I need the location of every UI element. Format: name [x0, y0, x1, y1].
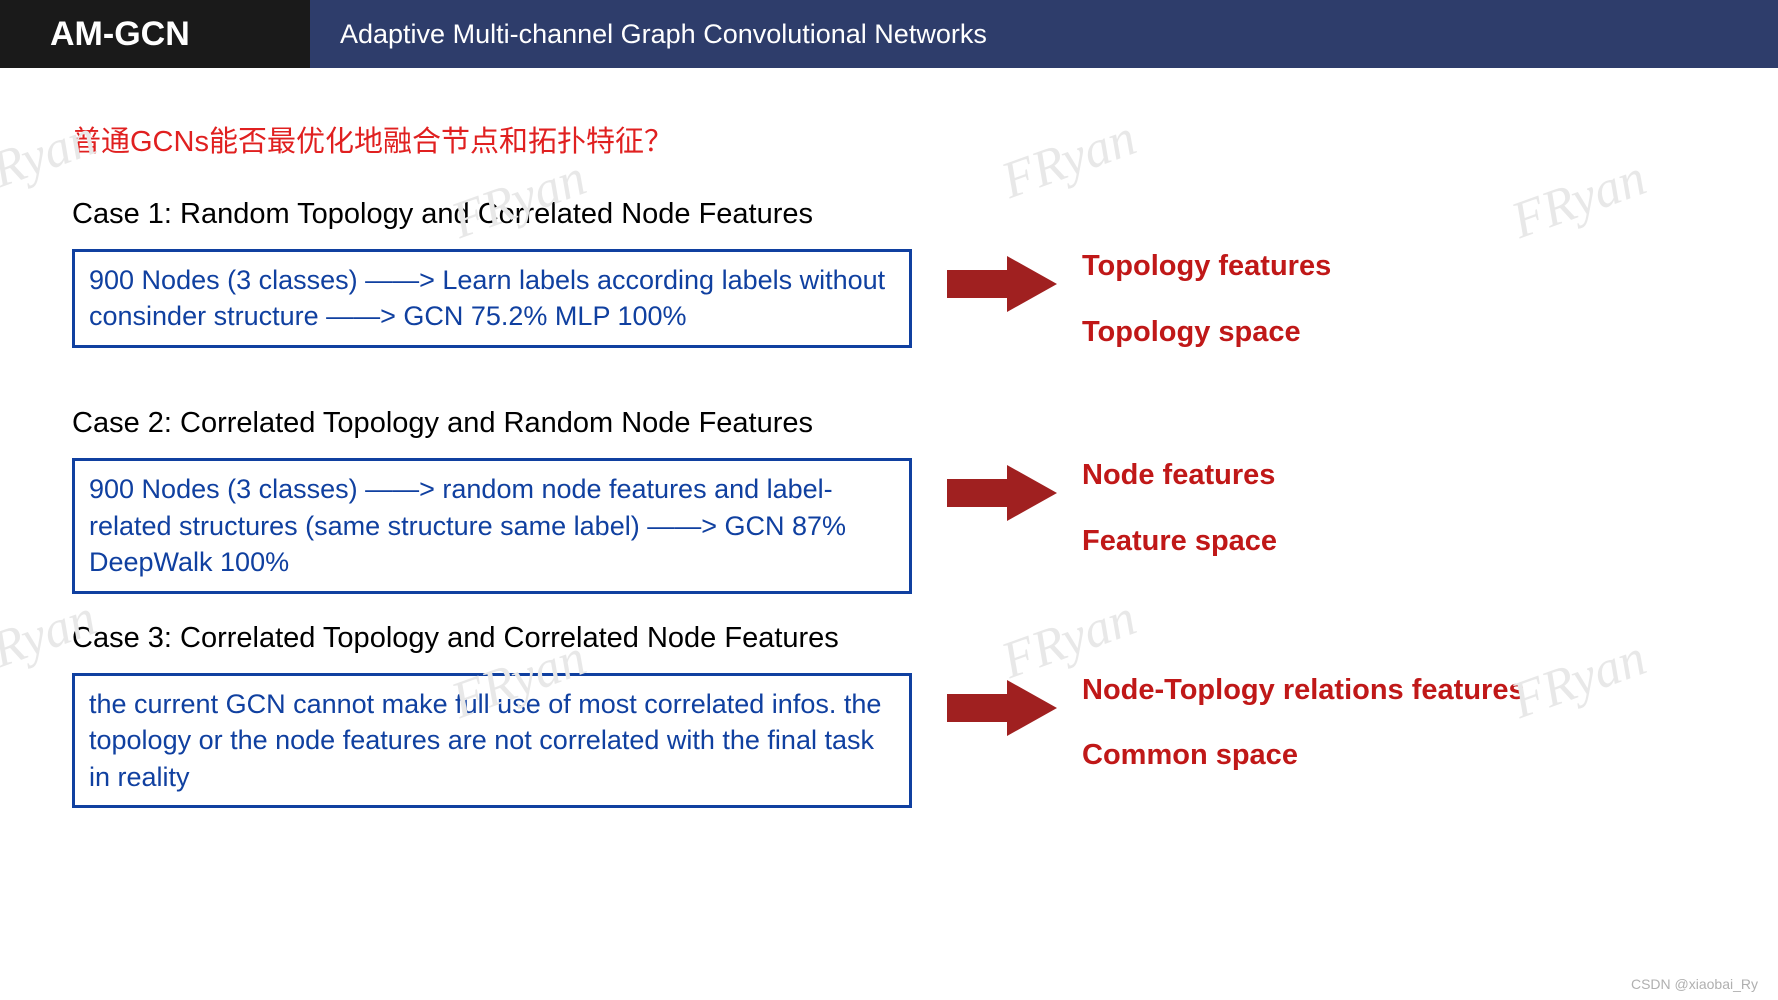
case-title-3: Case 3: Correlated Topology and Correlat…	[72, 622, 922, 655]
subtitle-bar: Adaptive Multi-channel Graph Convolution…	[310, 0, 1778, 68]
arrow-col-3	[922, 622, 1082, 736]
arrow-col-1	[922, 198, 1082, 312]
arrow-col-2	[922, 407, 1082, 521]
footer-attribution: CSDN @xiaobai_Ry	[1631, 976, 1758, 992]
arrow-icon	[947, 256, 1057, 312]
case-row-3: Case 3: Correlated Topology and Correlat…	[72, 622, 1738, 808]
case-left-2: Case 2: Correlated Topology and Random N…	[72, 407, 922, 593]
result-col-3: Node-Toplogy relations features Common s…	[1082, 622, 1525, 803]
content-area: 普通GCNs能否最优化地融合节点和拓扑特征？ Case 1: Random To…	[0, 68, 1778, 808]
case-box-2: 900 Nodes (3 classes) ——> random node fe…	[72, 458, 912, 593]
case-title-1: Case 1: Random Topology and Correlated N…	[72, 198, 922, 231]
subtitle-text: Adaptive Multi-channel Graph Convolution…	[340, 19, 987, 50]
result-line-1a: Topology features	[1082, 248, 1331, 286]
result-line-3a: Node-Toplogy relations features	[1082, 672, 1525, 710]
result-line-2b: Feature space	[1082, 523, 1277, 561]
title-box: AM-GCN	[0, 0, 310, 68]
main-question: 普通GCNs能否最优化地融合节点和拓扑特征？	[72, 118, 1738, 160]
result-line-1b: Topology space	[1082, 314, 1331, 352]
header-bar: AM-GCN Adaptive Multi-channel Graph Conv…	[0, 0, 1778, 68]
case-row-1: Case 1: Random Topology and Correlated N…	[72, 198, 1738, 379]
arrow-icon	[947, 465, 1057, 521]
case-row-2: Case 2: Correlated Topology and Random N…	[72, 407, 1738, 593]
result-line-3b: Common space	[1082, 737, 1525, 775]
arrow-icon	[947, 680, 1057, 736]
case-left-3: Case 3: Correlated Topology and Correlat…	[72, 622, 922, 808]
title-text: AM-GCN	[50, 15, 190, 54]
case-title-2: Case 2: Correlated Topology and Random N…	[72, 407, 922, 440]
result-col-2: Node features Feature space	[1082, 407, 1277, 588]
case-box-1: 900 Nodes (3 classes) ——> Learn labels a…	[72, 249, 912, 348]
result-line-2a: Node features	[1082, 457, 1277, 495]
case-box-3: the current GCN cannot make full use of …	[72, 673, 912, 808]
case-left-1: Case 1: Random Topology and Correlated N…	[72, 198, 922, 348]
result-col-1: Topology features Topology space	[1082, 198, 1331, 379]
